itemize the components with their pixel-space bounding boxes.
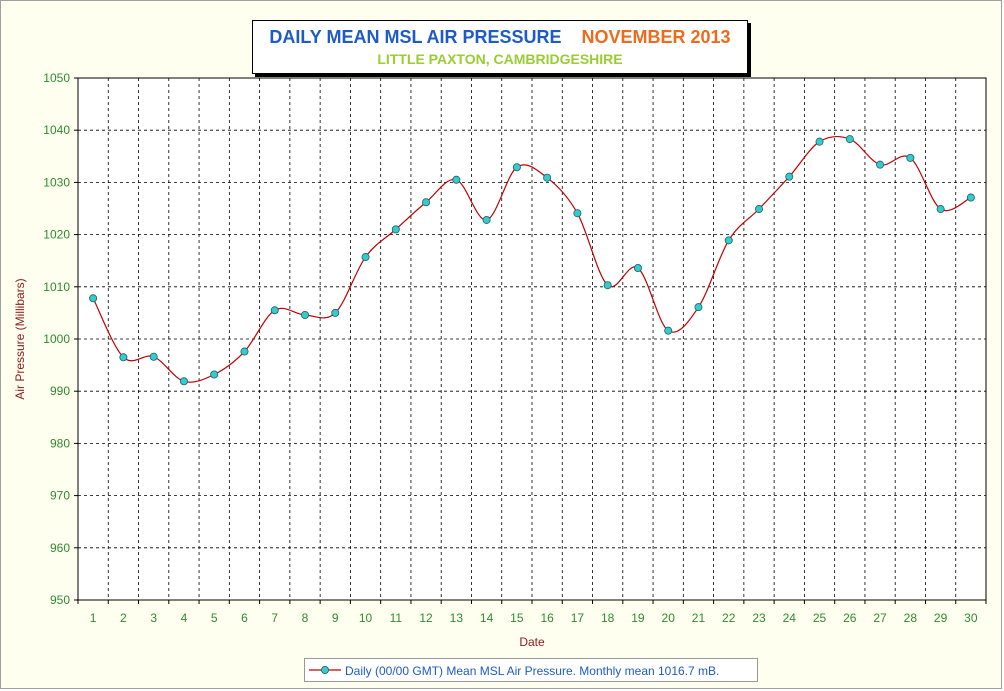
- data-point: [482, 215, 491, 224]
- data-point: [815, 137, 824, 146]
- x-tick-label: 17: [571, 611, 585, 625]
- x-tick-label: 16: [540, 611, 554, 625]
- x-tick-label: 3: [150, 611, 157, 625]
- x-tick-label: 4: [181, 611, 188, 625]
- y-tick-label: 1000: [43, 332, 70, 346]
- data-point: [179, 377, 188, 386]
- y-tick-label: 1010: [43, 280, 70, 294]
- x-tick-label: 7: [271, 611, 278, 625]
- y-tick-label: 970: [50, 489, 70, 503]
- data-point: [966, 193, 975, 202]
- x-tick-label: 5: [211, 611, 218, 625]
- legend-swatch: [309, 666, 341, 674]
- data-point: [573, 209, 582, 218]
- data-point: [785, 172, 794, 181]
- data-point: [724, 236, 733, 245]
- x-tick-label: 25: [813, 611, 827, 625]
- data-point: [694, 303, 703, 312]
- data-point: [936, 205, 945, 214]
- data-point: [603, 281, 612, 290]
- data-point: [89, 294, 98, 303]
- data-point: [422, 198, 431, 207]
- chart-title: DAILY MEAN MSL AIR PRESSURE NOVEMBER 201…: [253, 27, 747, 48]
- data-point: [149, 352, 158, 361]
- legend: Daily (00/00 GMT) Mean MSL Air Pressure.…: [304, 658, 758, 682]
- x-tick-label: 26: [843, 611, 857, 625]
- plot-area-border: [77, 77, 987, 601]
- x-tick-label: 23: [752, 611, 766, 625]
- legend-label: Daily (00/00 GMT) Mean MSL Air Pressure.…: [345, 664, 720, 678]
- data-point: [512, 163, 521, 172]
- x-tick-label: 12: [419, 611, 433, 625]
- chart-title-month: NOVEMBER 2013: [581, 27, 731, 47]
- x-tick-label: 30: [964, 611, 978, 625]
- data-point: [361, 253, 370, 262]
- data-point: [210, 370, 219, 379]
- x-axis-title: Date: [519, 635, 545, 649]
- x-tick-label: 20: [662, 611, 676, 625]
- x-tick-label: 21: [692, 611, 706, 625]
- data-point: [664, 326, 673, 335]
- x-tick-label: 19: [631, 611, 645, 625]
- y-tick-label: 1020: [43, 228, 70, 242]
- data-point: [391, 225, 400, 234]
- x-tick-label: 10: [359, 611, 373, 625]
- y-tick-label: 1050: [43, 71, 70, 85]
- x-tick-label: 24: [783, 611, 797, 625]
- chart-title-box: DAILY MEAN MSL AIR PRESSURE NOVEMBER 201…: [252, 20, 748, 74]
- x-tick-label: 2: [120, 611, 127, 625]
- data-point: [270, 306, 279, 315]
- y-tick-label: 950: [50, 593, 70, 607]
- x-tick-label: 9: [332, 611, 339, 625]
- x-tick-label: 8: [302, 611, 309, 625]
- grid-layer: [74, 77, 987, 604]
- data-point: [755, 205, 764, 214]
- x-tick-labels: 1 2 3 4 5 6 7 8 9 10 11 12 13 14 15 16 17 18 19 20 21 22 23 24 2…: [90, 611, 978, 625]
- data-point: [543, 173, 552, 182]
- x-tick-label: 11: [390, 611, 403, 625]
- data-point: [876, 160, 885, 169]
- x-tick-label: 15: [510, 611, 524, 625]
- y-tick-label: 1030: [43, 175, 70, 189]
- y-tick-labels: 950 960 970 980 990 1000 1010 1020 1030 1040 1050: [43, 71, 70, 607]
- data-point: [845, 135, 854, 144]
- data-point: [906, 153, 915, 162]
- series-markers: [89, 135, 975, 386]
- y-tick-label: 980: [50, 436, 70, 450]
- data-point: [452, 175, 461, 184]
- x-tick-label: 22: [722, 611, 736, 625]
- x-tick-label: 14: [480, 611, 494, 625]
- x-tick-label: 29: [934, 611, 948, 625]
- data-point: [119, 353, 128, 362]
- x-tick-label: 6: [241, 611, 248, 625]
- data-point: [331, 308, 340, 317]
- x-tick-label: 27: [873, 611, 887, 625]
- x-tick-label: 28: [904, 611, 918, 625]
- x-tick-label: 13: [450, 611, 464, 625]
- x-tick-label: 18: [601, 611, 615, 625]
- data-point: [240, 347, 249, 356]
- y-tick-label: 960: [50, 541, 70, 555]
- data-point: [300, 310, 309, 319]
- y-tick-label: 990: [50, 384, 70, 398]
- data-point: [633, 264, 642, 273]
- y-axis-title: Air Pressure (Millibars): [13, 278, 27, 399]
- x-tick-label: 1: [90, 611, 97, 625]
- chart-subtitle: LITTLE PAXTON, CAMBRIDGESHIRE: [377, 51, 623, 67]
- chart-title-main: DAILY MEAN MSL AIR PRESSURE: [269, 27, 562, 47]
- y-tick-label: 1040: [43, 123, 70, 137]
